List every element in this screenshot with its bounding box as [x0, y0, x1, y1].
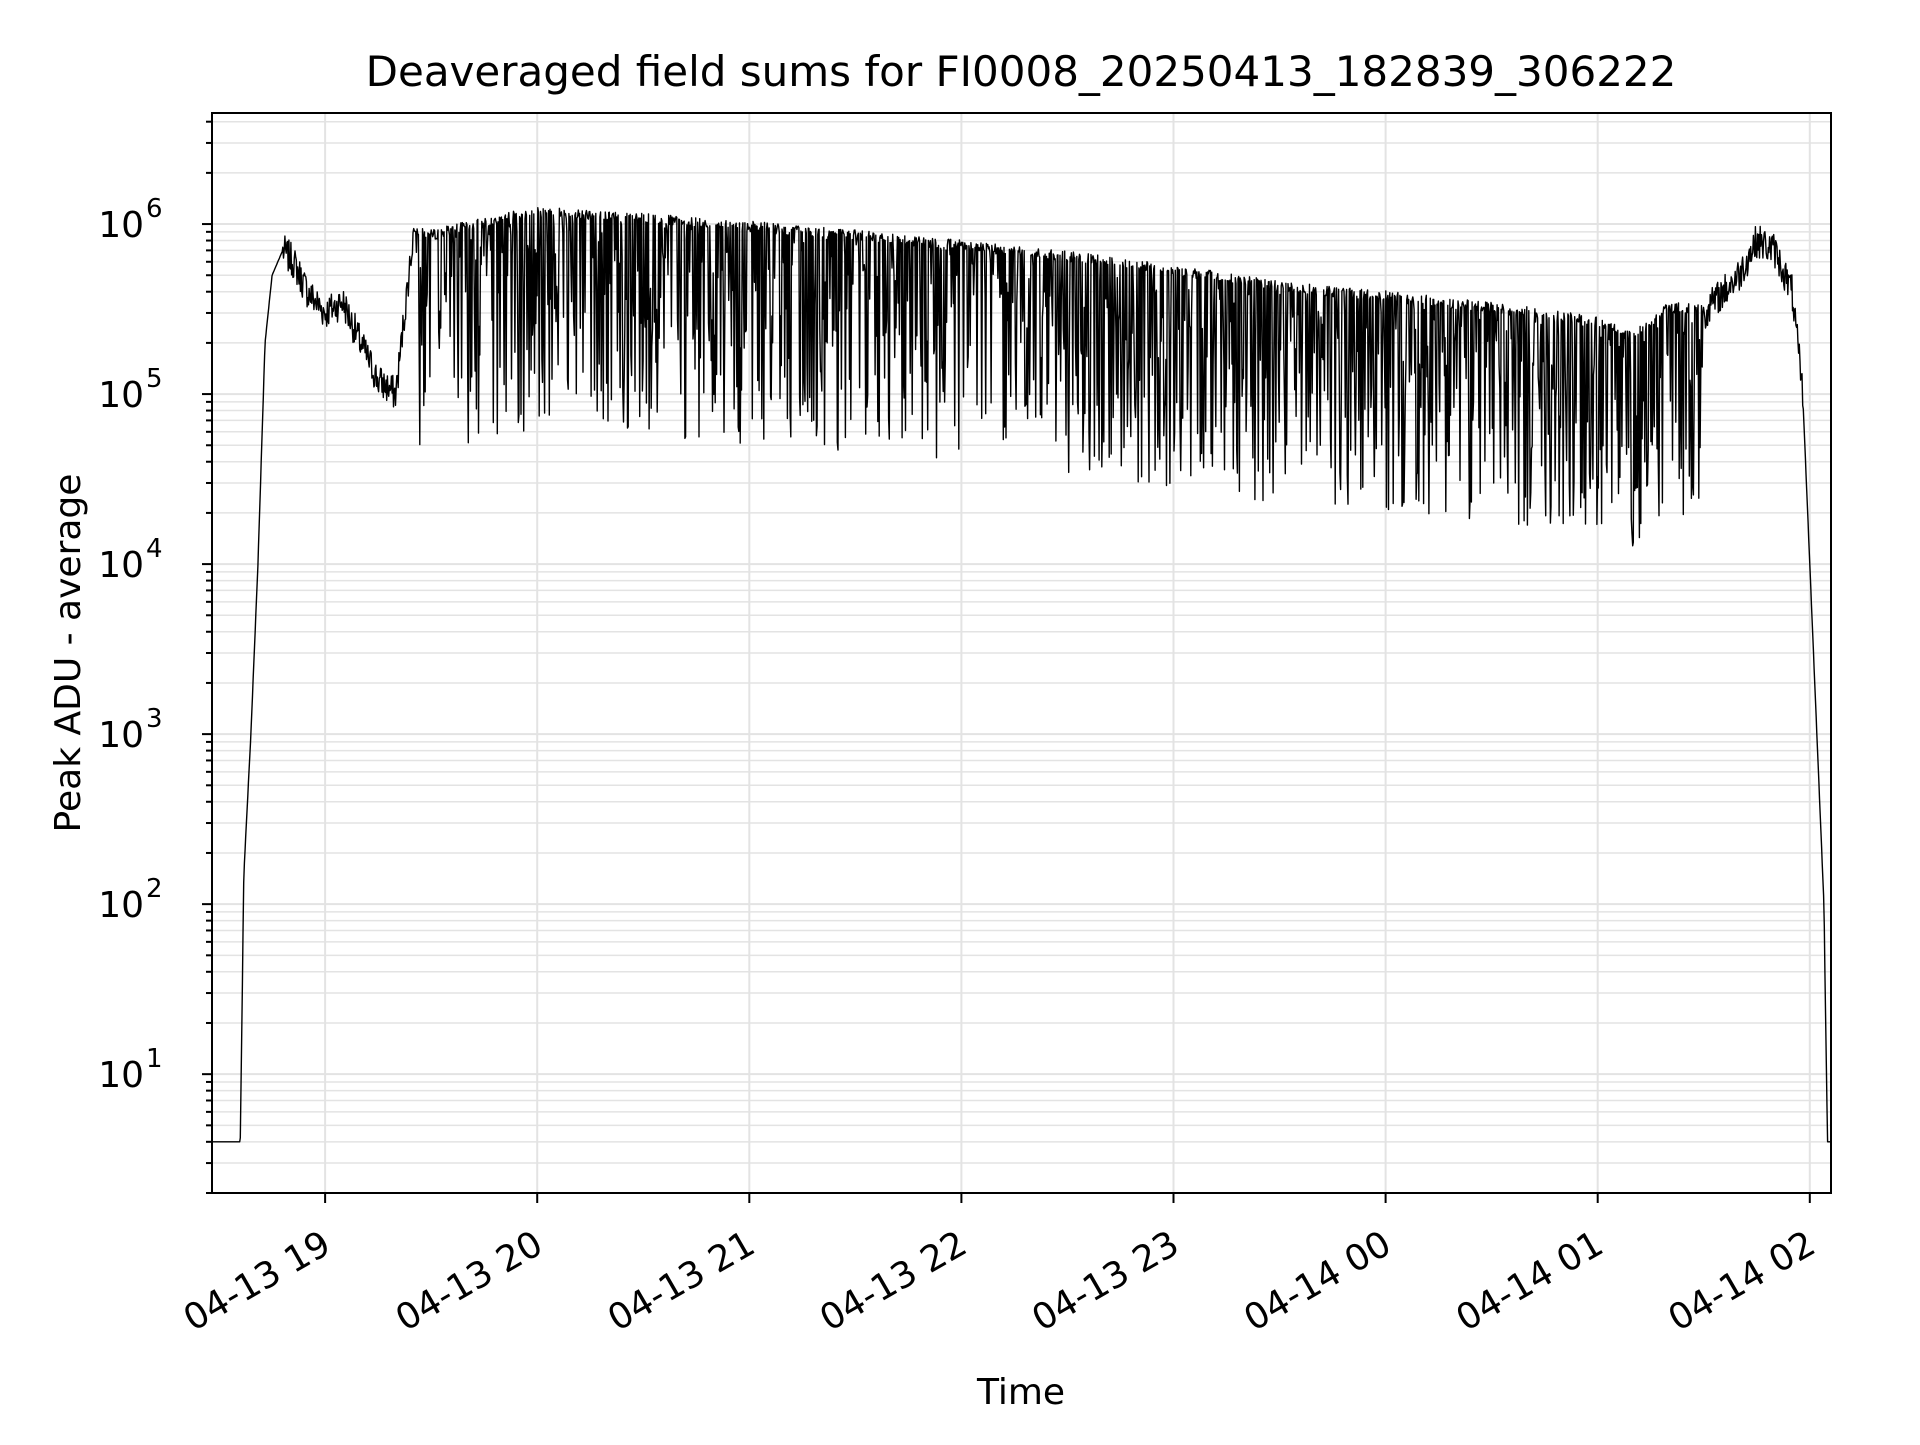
series-line: [211, 206, 1832, 1143]
y-tick-label-exponent: 4: [146, 534, 163, 564]
y-tick-label-exponent: 5: [146, 364, 163, 394]
y-tick-label-exponent: 6: [146, 194, 163, 224]
y-tick-label: 10: [98, 375, 144, 416]
y-tick-label: 10: [98, 885, 144, 926]
y-tick-label: 10: [98, 545, 144, 586]
y-tick-label-exponent: 1: [146, 1044, 163, 1074]
grid: [212, 113, 1831, 1194]
x-axis-label: Time: [976, 1372, 1065, 1413]
y-tick-label: 10: [98, 1055, 144, 1096]
y-tick-label-exponent: 3: [146, 704, 163, 734]
y-tick-label: 10: [98, 715, 144, 756]
y-tick-label-exponent: 2: [146, 874, 163, 904]
y-axis-label: Peak ADU - average: [48, 474, 89, 833]
y-tick-label: 10: [98, 205, 144, 246]
data-layer: [211, 206, 1832, 1143]
chart-title: Deaveraged field sums for FI0008_2025041…: [366, 47, 1677, 96]
